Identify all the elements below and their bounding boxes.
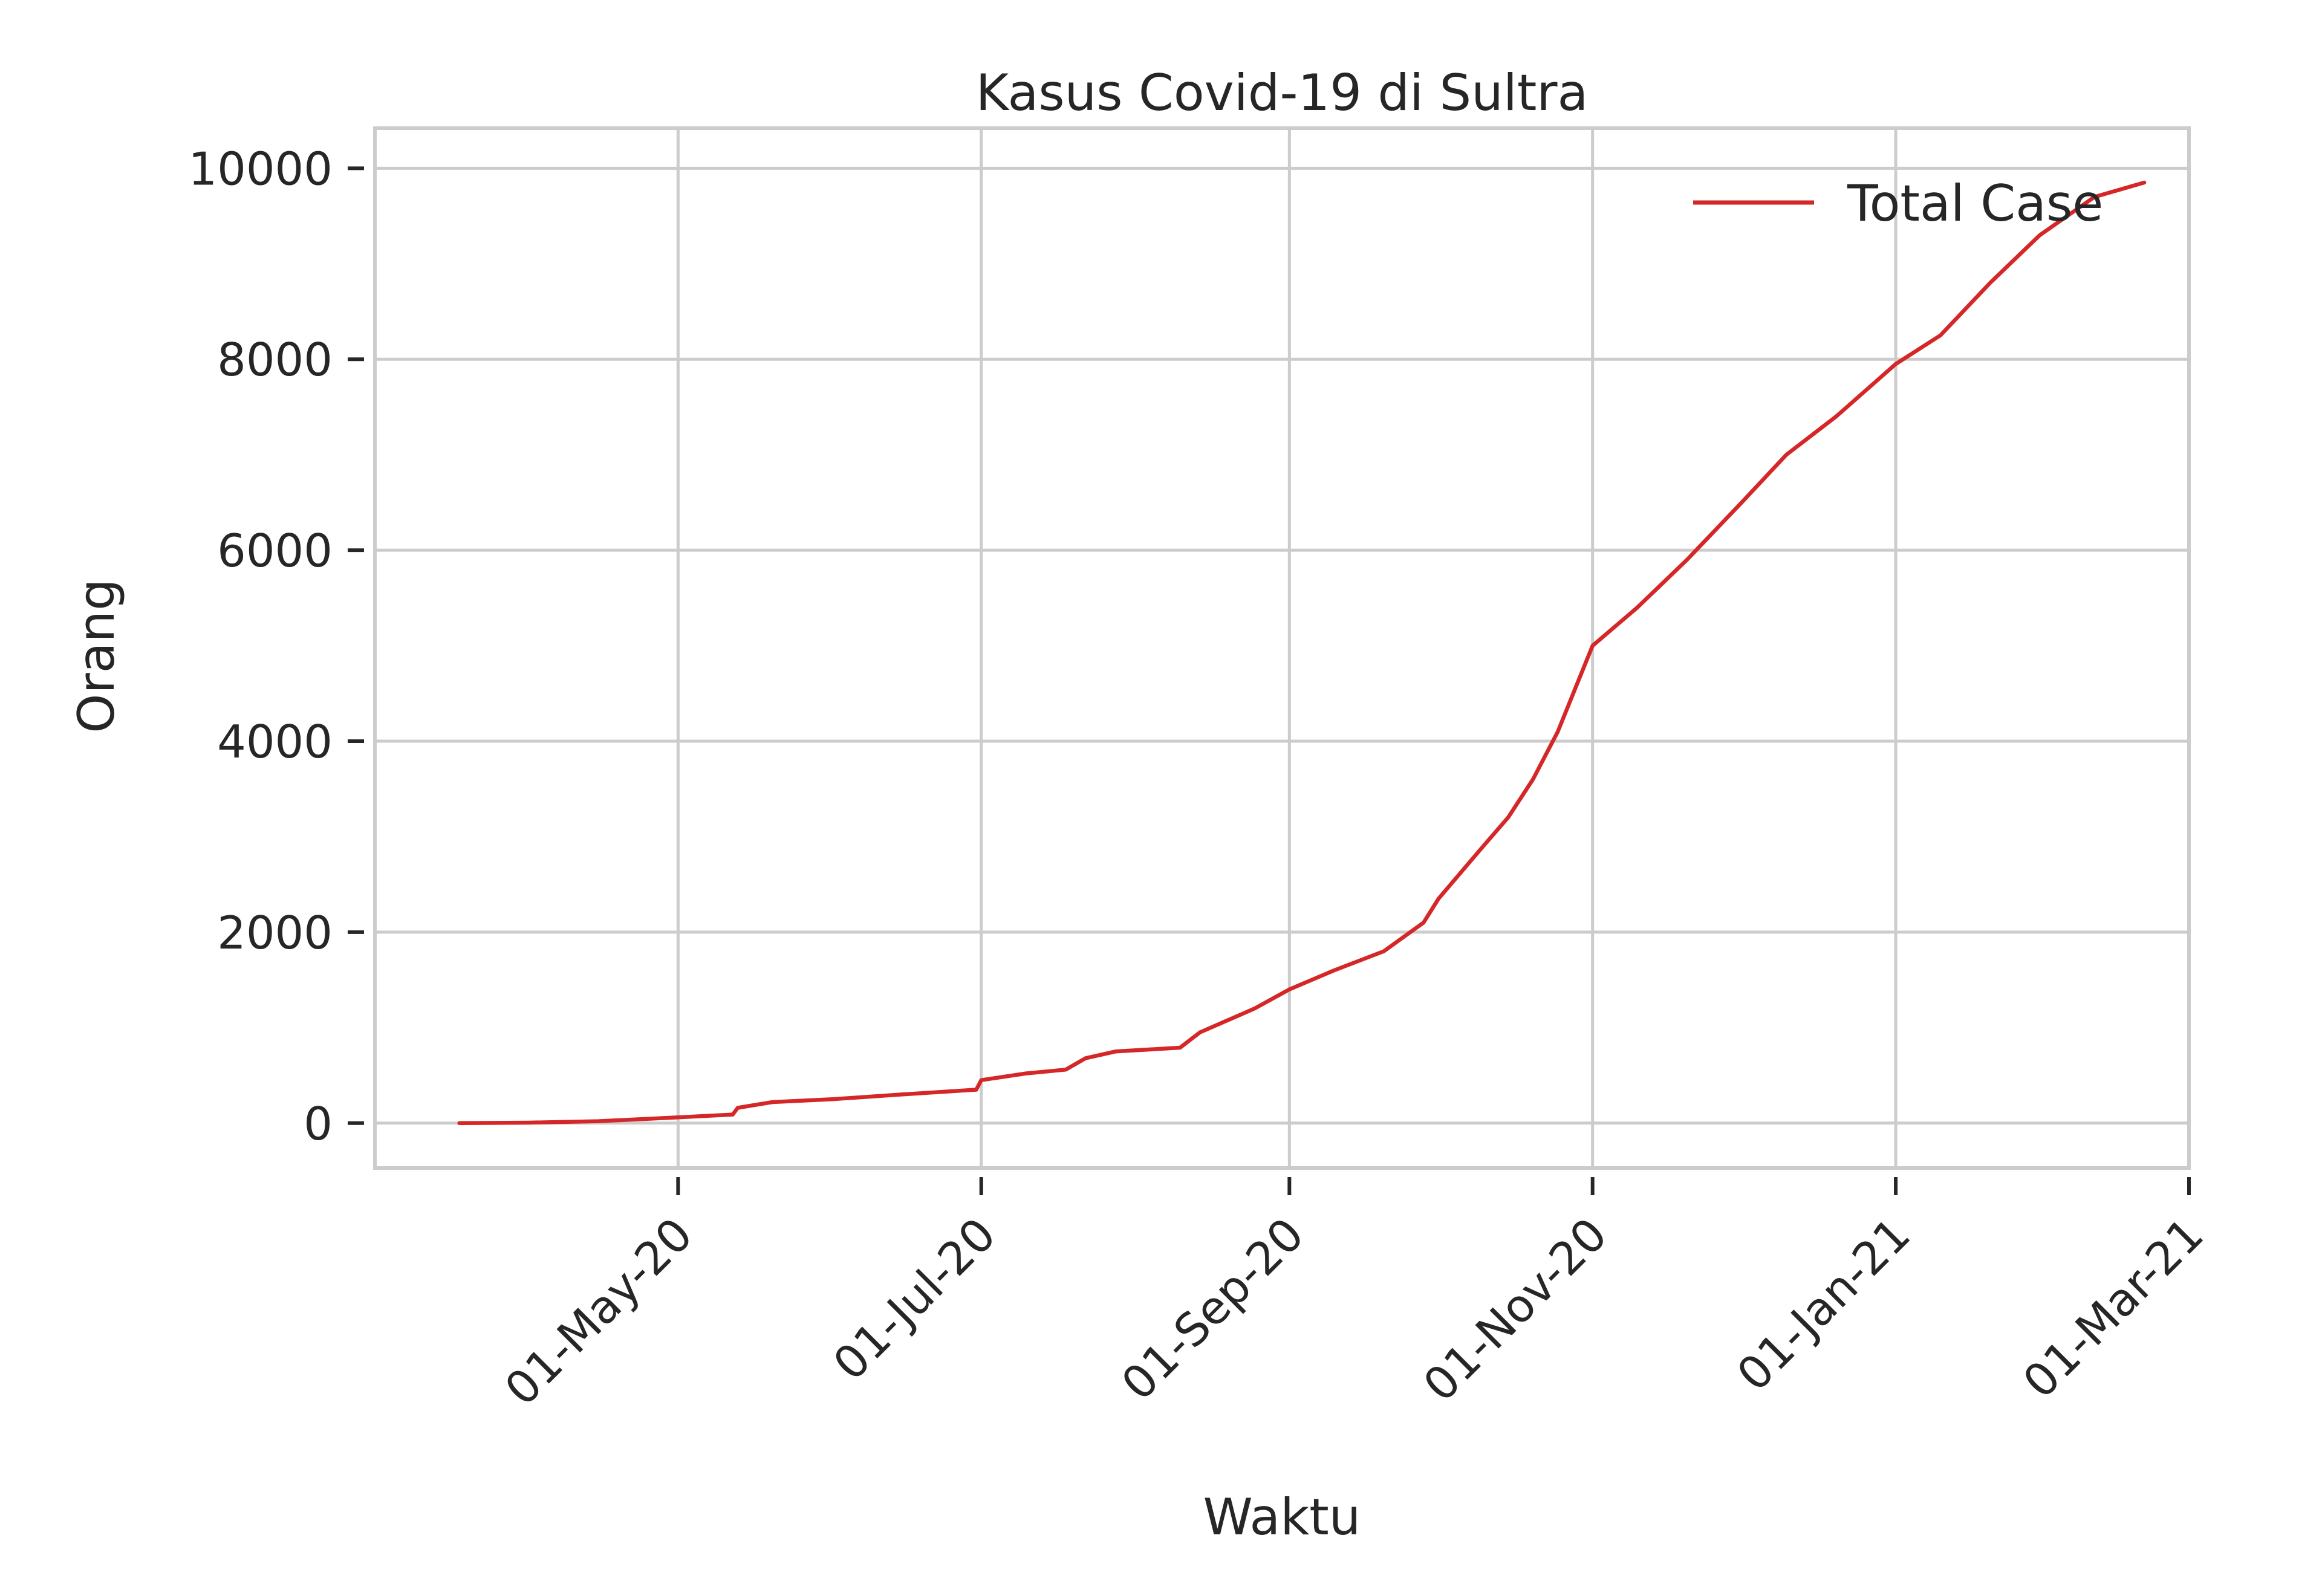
x-tick-label: 01-Sep-20	[1111, 1208, 1314, 1410]
x-axis-label: Waktu	[1203, 1488, 1361, 1546]
y-tick-label: 2000	[217, 906, 333, 959]
y-tick-label: 8000	[217, 333, 333, 386]
x-tick-label: 01-May-20	[495, 1208, 703, 1416]
series-layer	[457, 180, 2147, 1126]
legend-label-total-case: Total Case	[1847, 174, 2103, 233]
grid-lines	[375, 128, 2189, 1168]
y-tick-label: 6000	[217, 524, 333, 577]
legend: Total Case	[1693, 174, 2103, 233]
y-tick-label: 0	[304, 1097, 333, 1150]
x-tick-label: 01-Jul-20	[823, 1208, 1006, 1390]
x-tick-label: 01-Mar-21	[2013, 1208, 2214, 1409]
x-tick-label: 01-Nov-20	[1413, 1208, 1618, 1412]
axis-ticks: 0 2000 4000 6000 8000 10000 01-May-20 01-Jul-20…	[188, 142, 2213, 1415]
series-line-total-case	[457, 180, 2147, 1126]
y-tick-label: 10000	[188, 142, 333, 195]
y-axis-label: Orang	[67, 579, 126, 733]
y-tick-label: 4000	[217, 715, 333, 768]
x-tick-label: 01-Jan-21	[1727, 1208, 1920, 1401]
chart-title: Kasus Covid-19 di Sultra	[976, 63, 1589, 122]
plot-frame	[373, 126, 2191, 1170]
